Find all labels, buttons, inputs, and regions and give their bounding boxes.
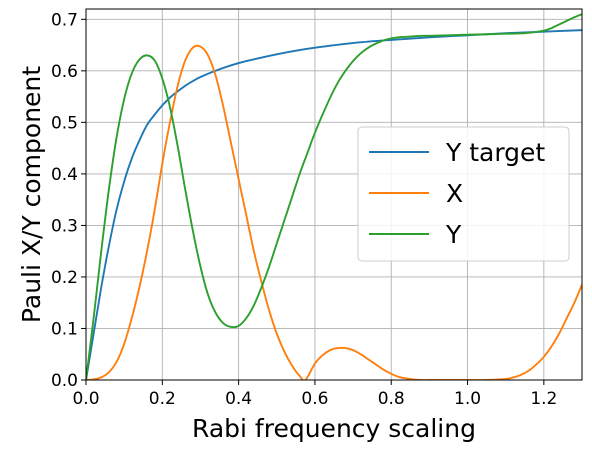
legend-box bbox=[357, 126, 570, 262]
x-tick-label: 0.0 bbox=[72, 389, 99, 409]
x-tick-label: 0.6 bbox=[301, 389, 328, 409]
x-axis-ticks: 0.0 0.2 0.4 0.6 0.8 1.0 1.2 bbox=[72, 380, 557, 409]
x-tick-label: 0.8 bbox=[378, 389, 405, 409]
series-line-y bbox=[86, 13, 582, 380]
series-line-x bbox=[86, 44, 582, 380]
series-layer bbox=[86, 13, 582, 380]
legend-label-y: Y bbox=[445, 220, 462, 249]
y-tick-label: 0.4 bbox=[51, 165, 78, 185]
y-tick-label: 0.3 bbox=[51, 216, 78, 236]
y-tick-label: 0.7 bbox=[51, 10, 78, 30]
legend-label-x: X bbox=[446, 179, 463, 208]
y-tick-label: 0.6 bbox=[51, 62, 78, 82]
series-line-y-target bbox=[86, 29, 582, 380]
plot-area bbox=[86, 13, 582, 380]
y-tick-label: 0.0 bbox=[51, 371, 78, 391]
y-axis-ticks: 0.0 0.1 0.2 0.3 0.4 0.5 0.6 0.7 bbox=[51, 10, 86, 391]
y-tick-label: 0.5 bbox=[51, 113, 78, 133]
y-axis-label: Pauli X/Y component bbox=[17, 66, 46, 323]
x-tick-label: 1.0 bbox=[454, 389, 481, 409]
y-tick-label: 0.2 bbox=[51, 268, 78, 288]
y-tick-label: 0.1 bbox=[51, 319, 78, 339]
x-tick-label: 0.2 bbox=[149, 389, 176, 409]
legend: Y target XY bbox=[357, 126, 570, 262]
plot-frame bbox=[85, 8, 583, 381]
legend-label-y-target: Y target bbox=[445, 138, 545, 167]
x-tick-label: 0.4 bbox=[225, 389, 252, 409]
x-axis-label: Rabi frequency scaling bbox=[192, 414, 476, 443]
x-tick-label: 1.2 bbox=[530, 389, 557, 409]
